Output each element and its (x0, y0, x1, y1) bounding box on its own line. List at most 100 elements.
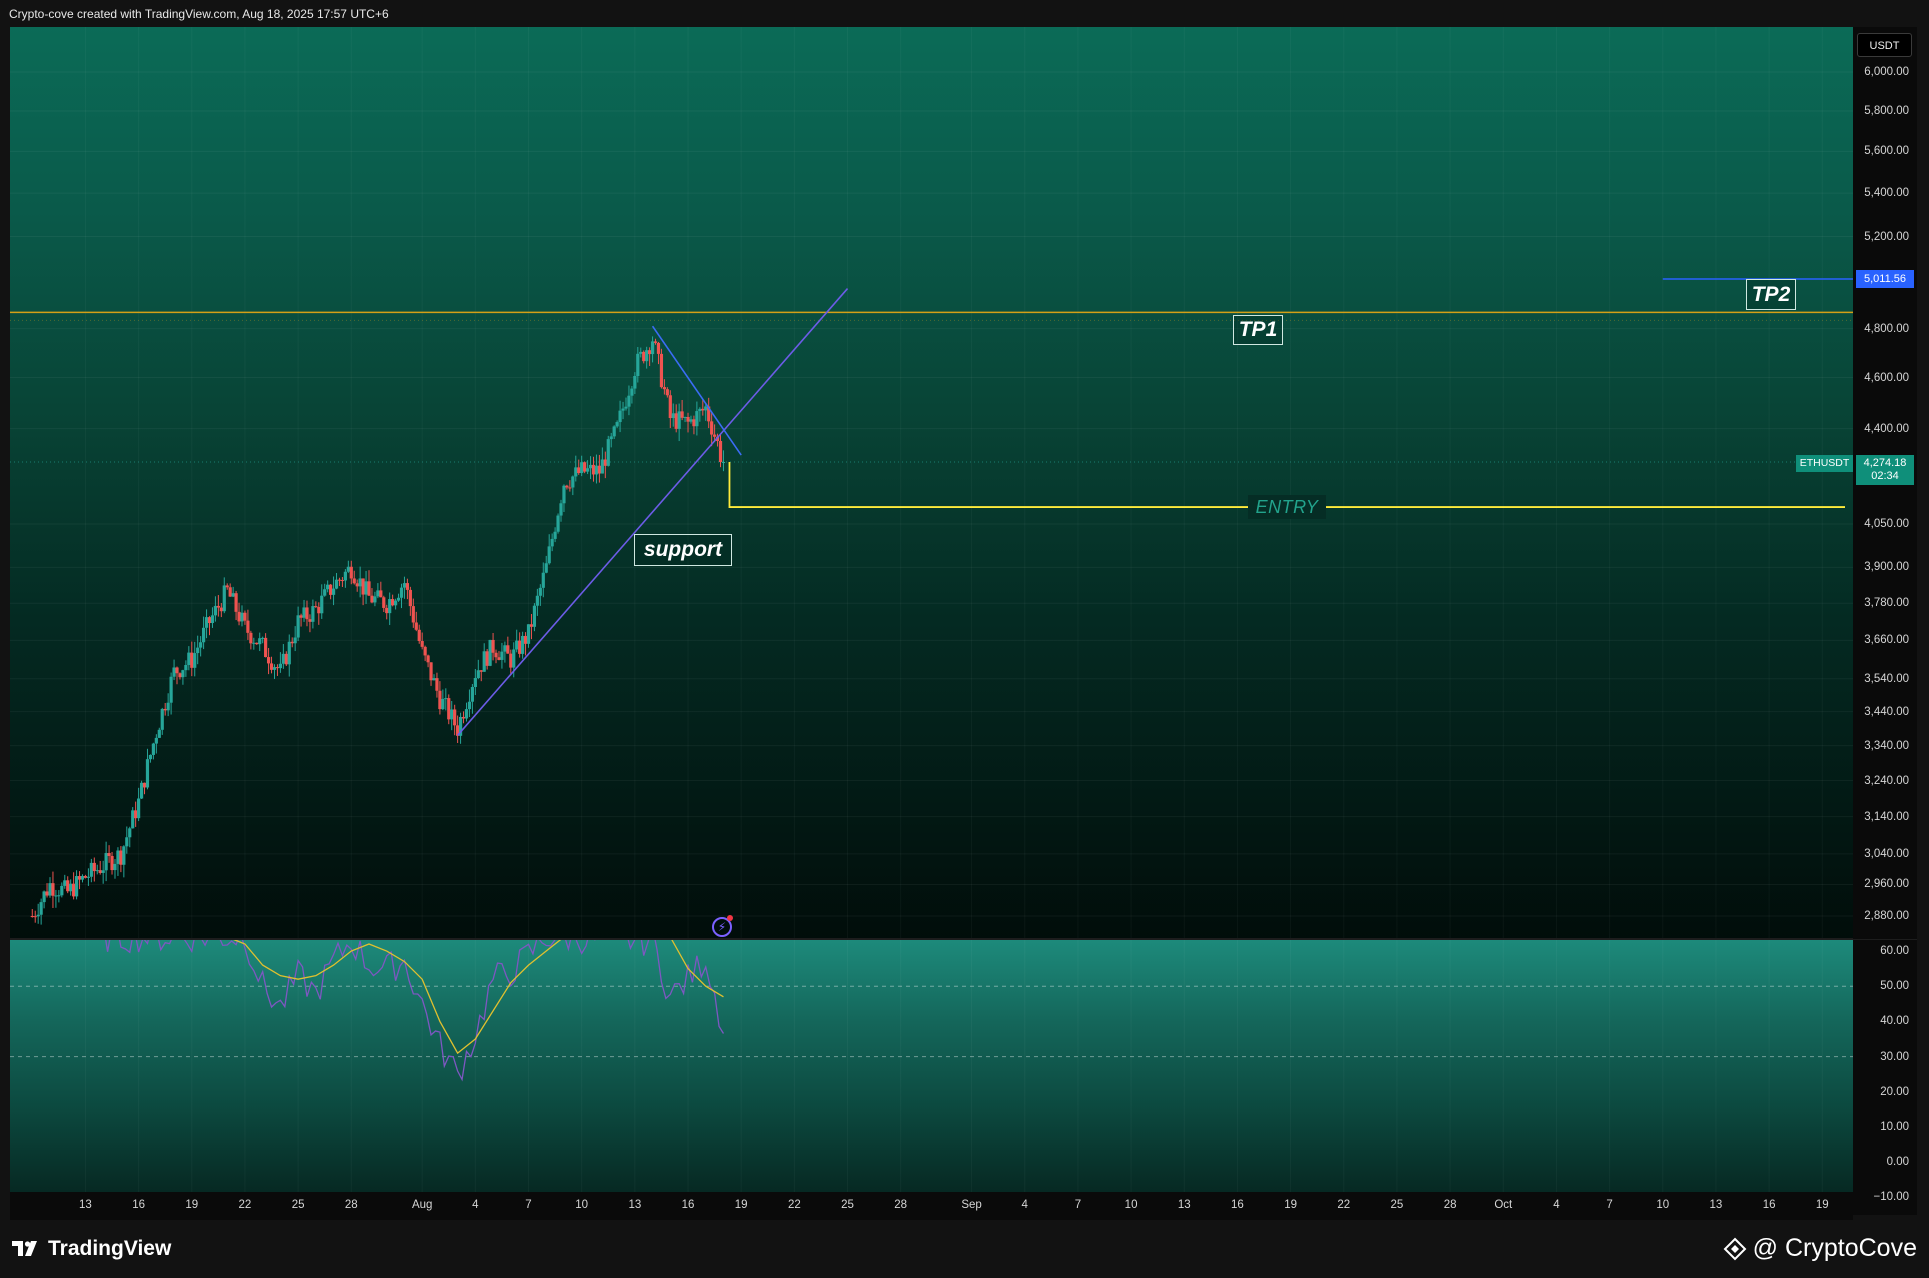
candle-body (512, 649, 516, 668)
candle-body (417, 629, 421, 642)
price-tick-label: 4,050.00 (1864, 517, 1909, 530)
oscillator-axis[interactable]: 60.00 50.00 40.00 30.00 20.00 10.00 0.00 −10.00 (1853, 940, 1917, 1215)
candle-body (650, 341, 655, 355)
candle-body (128, 828, 132, 838)
candle-body (190, 652, 194, 668)
price-tick-label: 5,200.00 (1864, 230, 1909, 243)
candle-body (683, 416, 687, 418)
candle-body (175, 667, 179, 674)
candle-body (695, 411, 699, 427)
candle-body (142, 782, 147, 788)
candle-body (506, 645, 510, 654)
time-tick-label: 22 (238, 1199, 252, 1211)
candle-body (529, 624, 534, 627)
candle-body (547, 546, 551, 564)
right-edge (1917, 27, 1929, 1220)
candle-body (588, 464, 593, 469)
candle-body (210, 615, 215, 624)
candle-body (166, 702, 170, 711)
candle-body (503, 645, 507, 652)
candle-body (538, 587, 542, 596)
candle-body (662, 387, 666, 390)
candle-body (228, 587, 232, 597)
time-tick-label: 7 (1606, 1199, 1613, 1211)
candle-body (125, 837, 129, 847)
candle-body (373, 596, 377, 603)
candle-body (677, 411, 681, 429)
pane-divider[interactable] (10, 938, 1917, 940)
oscillator-tick-label: 50.00 (1880, 980, 1909, 993)
candle-body (302, 607, 306, 618)
candle-body (686, 416, 690, 422)
candle-body (385, 607, 389, 614)
candle-body (98, 870, 102, 873)
price-tick-label: 5,600.00 (1864, 145, 1909, 158)
price-pane[interactable] (10, 27, 1853, 939)
candle-body (476, 670, 480, 679)
time-tick-label: 19 (1284, 1199, 1297, 1211)
candle-body (314, 606, 318, 608)
rsi-ma-line (233, 940, 724, 1055)
candle-body (317, 606, 321, 614)
candle-body (559, 503, 563, 516)
candle-body (704, 406, 708, 411)
time-tick-label: 16 (1231, 1199, 1244, 1211)
time-tick-label: 13 (1177, 1199, 1191, 1211)
candle-body (600, 459, 604, 474)
candle-body (571, 476, 575, 488)
candle-body (456, 725, 460, 736)
candle-body (467, 701, 472, 710)
last-price-badge: 4,274.18 02:34 (1856, 455, 1914, 485)
time-tick-label: 4 (472, 1199, 479, 1211)
candle-body (89, 862, 93, 877)
candle-body (80, 875, 85, 880)
candle-body (299, 615, 303, 618)
events-icon[interactable]: ⚡ (712, 917, 732, 937)
candle-body (597, 465, 602, 474)
entry-label[interactable]: ENTRY (1248, 495, 1326, 520)
time-tick-label: 28 (1443, 1199, 1457, 1211)
price-tick-label: 6,000.00 (1864, 66, 1909, 78)
candle-body (60, 885, 64, 896)
footer: TradingView @ CryptoCove (0, 1220, 1929, 1278)
candle-body (494, 652, 498, 658)
price-tick-label: 2,880.00 (1864, 910, 1909, 922)
candle-body (139, 782, 144, 799)
time-tick-label: 13 (628, 1199, 642, 1211)
candle-body (334, 579, 339, 589)
tp1-label[interactable]: TP1 (1233, 315, 1283, 346)
candle-body (414, 622, 418, 630)
candle-body (169, 676, 173, 703)
candle-body (441, 698, 445, 710)
candle-body (204, 617, 209, 628)
candle-body (438, 690, 442, 710)
currency-button[interactable]: USDT (1857, 33, 1912, 57)
candle-body (473, 678, 477, 688)
candle-body (594, 465, 599, 475)
time-axis[interactable]: 13 16 19 22 25 28 Aug 4 7 10 13 16 19 22 25 28 Sep 4 7 10 13… (10, 1192, 1853, 1220)
time-tick-label: 19 (185, 1199, 199, 1211)
oscillator-tick-label: 20.00 (1880, 1085, 1909, 1098)
candle-body (51, 883, 55, 896)
oscillator-pane[interactable] (10, 940, 1853, 1215)
candle-body (272, 667, 277, 670)
cryptocove-handle: @ CryptoCove (1752, 1234, 1917, 1262)
support-trendline (457, 288, 849, 736)
candle-body (157, 729, 161, 738)
rsi-line (105, 940, 725, 1082)
tp2-label[interactable]: TP2 (1746, 279, 1796, 310)
candle-body (715, 436, 720, 442)
candle-body (308, 619, 312, 622)
candle-body (364, 581, 368, 595)
candle-body (145, 759, 150, 788)
time-tick-label: 25 (291, 1199, 305, 1211)
price-tick-label: 3,660.00 (1864, 634, 1909, 647)
candle-body (574, 467, 578, 477)
support-label[interactable]: support (634, 534, 732, 566)
tradingview-logo[interactable]: TradingView (12, 1237, 171, 1261)
price-tick-label: 3,240.00 (1864, 774, 1909, 787)
candle-body (509, 653, 513, 668)
oscillator-tick-label: 10.00 (1880, 1121, 1909, 1133)
candle-body (122, 846, 126, 865)
candle-body (618, 410, 622, 423)
